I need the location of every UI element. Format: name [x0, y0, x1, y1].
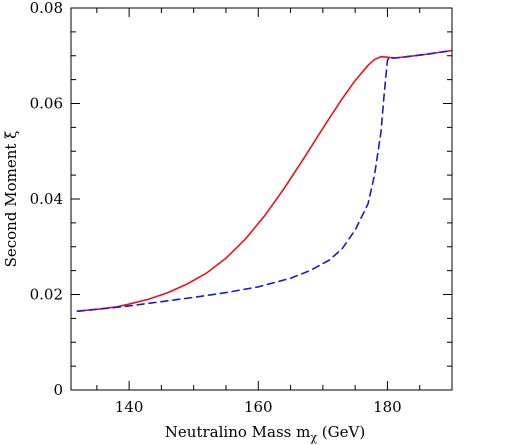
plot-frame	[70, 7, 453, 391]
x-tick-label: 180	[373, 398, 402, 416]
series-layer	[76, 49, 453, 313]
series-line-solid	[76, 49, 453, 313]
series-line-dashed	[76, 49, 453, 313]
x-tick-label: 160	[244, 398, 273, 416]
y-tick-label: 0	[53, 381, 63, 399]
axis-ticks	[71, 7, 453, 391]
x-axis-title: Neutralino Mass mχ (GeV)	[165, 423, 365, 444]
y-axis-title: Second Moment ξ	[2, 131, 20, 268]
x-tick-label: 140	[115, 398, 144, 416]
y-tick-label: 0.04	[30, 190, 63, 208]
axis-tick-labels: 140 160 180 0 0.02 0.04 0.06 0.08	[30, 0, 402, 416]
y-tick-label: 0.02	[30, 286, 63, 304]
y-tick-label: 0.06	[30, 95, 63, 113]
y-tick-label: 0.08	[30, 0, 63, 17]
